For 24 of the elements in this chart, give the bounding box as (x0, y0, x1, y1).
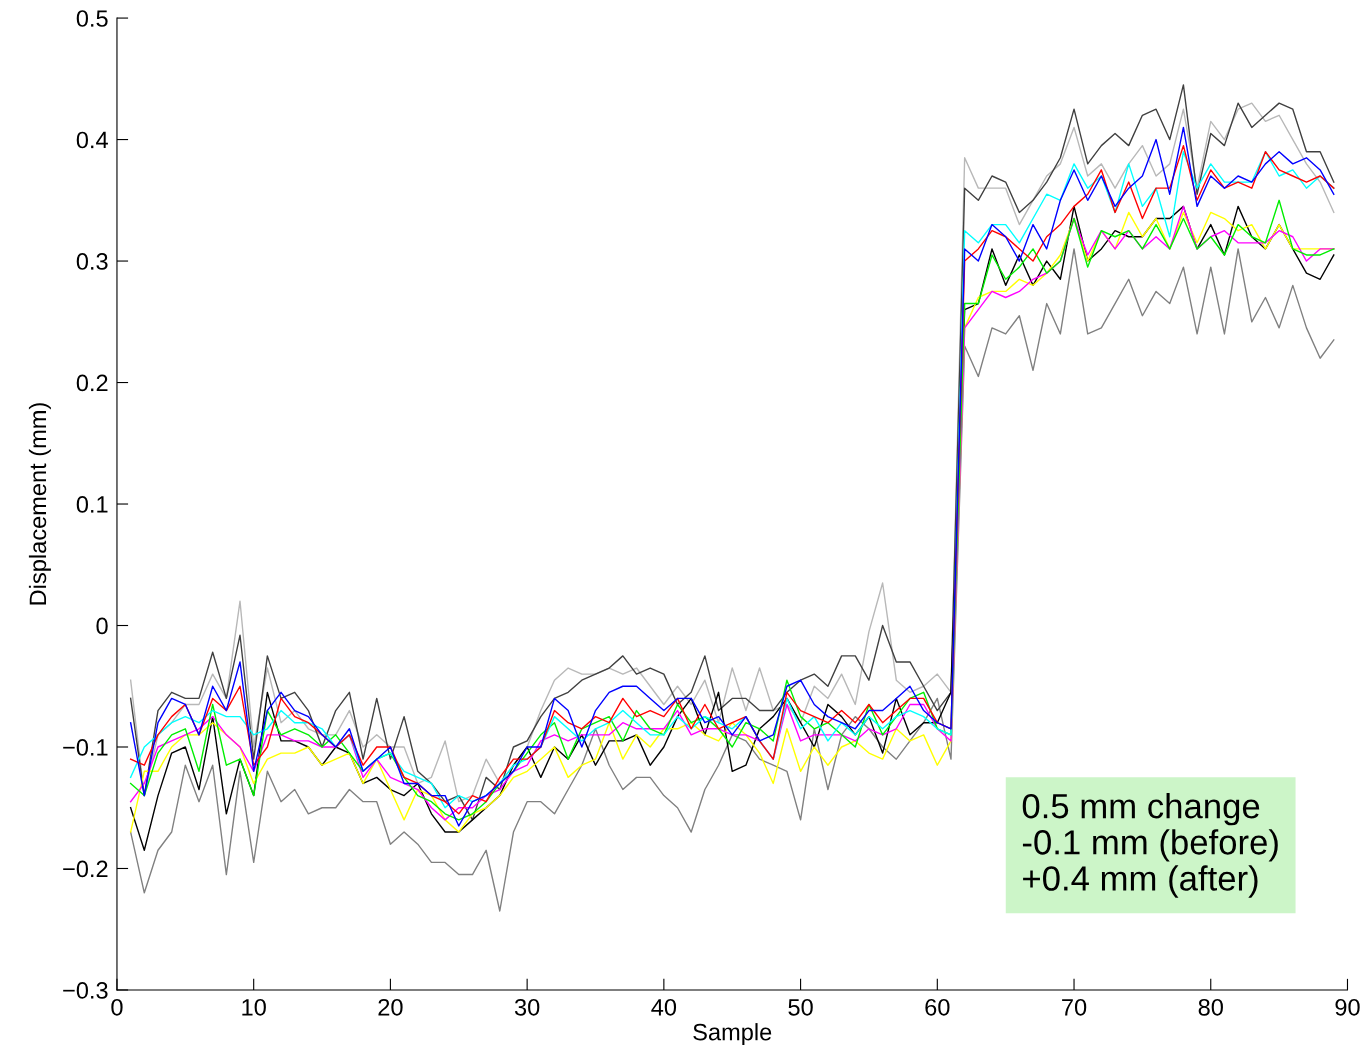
x-tick-label: 40 (651, 998, 677, 1016)
y-tick-label: 0.5 (76, 10, 108, 27)
y-tick-label: 0 (96, 617, 108, 635)
x-tick-label: 90 (1335, 998, 1360, 1016)
y-tick-label: −0.3 (63, 982, 108, 999)
annotation: +0.4 mm (after) (1023, 865, 1258, 898)
y-axis-title: Displacement (mm) (28, 403, 51, 605)
x-tick-label: 80 (1198, 998, 1223, 1016)
y-tick-label: 0.2 (76, 374, 108, 392)
y-tick-label: 0.3 (76, 253, 108, 270)
y-tick-label: 0.1 (76, 496, 108, 513)
y-tick-label: 0.4 (76, 131, 108, 149)
annotation: -0.1 mm (before) (1022, 829, 1278, 862)
x-tick-label: 10 (242, 998, 266, 1016)
x-tick-label: 60 (925, 998, 950, 1016)
x-tick-label: 0 (111, 998, 123, 1016)
y-tick-label: −0.1 (63, 739, 108, 756)
x-tick-label: 20 (378, 998, 403, 1016)
x-axis-title: Sample (693, 1023, 772, 1046)
y-tick-label: −0.2 (63, 860, 108, 878)
x-tick-label: 50 (788, 998, 813, 1016)
x-tick-label: 70 (1062, 998, 1087, 1016)
x-tick-label: 30 (514, 998, 540, 1016)
annotation: 0.5 mm change (1022, 792, 1260, 826)
